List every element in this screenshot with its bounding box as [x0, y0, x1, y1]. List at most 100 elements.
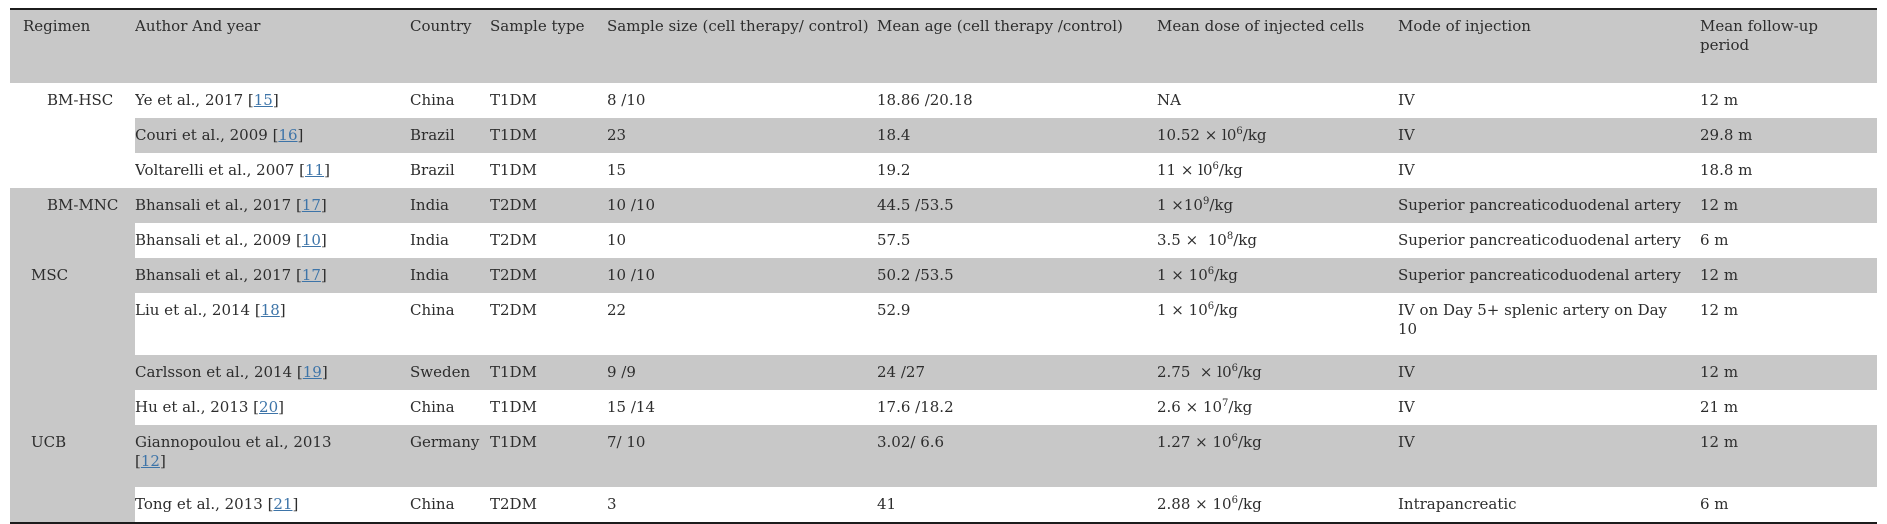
sample-size-value: 10 /10	[607, 266, 655, 284]
mean-age-cell: 19.2	[877, 153, 1157, 188]
dose-value: 3.5 × 108/kg	[1157, 231, 1257, 249]
country-value: Germany	[410, 433, 480, 451]
reference-link[interactable]: 18	[260, 301, 280, 319]
follow-up-value: 21 m	[1700, 398, 1739, 416]
sample-size-value: 3	[607, 495, 617, 513]
mean-age-value: 17.6 /18.2	[877, 398, 954, 416]
sample-size-value: 10 /10	[607, 196, 655, 214]
reference-wrapper: [21]	[262, 495, 299, 513]
mode-cell: IV	[1398, 390, 1700, 425]
country-cell: China	[410, 83, 490, 118]
column-header-country: Country	[410, 9, 490, 83]
reference-link[interactable]: 16	[278, 126, 298, 144]
sample-type-value: T2DM	[490, 266, 537, 284]
dose-cell: 1 ×109/kg	[1157, 188, 1398, 223]
follow-up-value: 6 m	[1700, 231, 1729, 249]
mode-line: IV	[1398, 91, 1415, 109]
table-row: Hu et al., 2013 [20] China T1DM 15 /14 17.6 …	[10, 390, 1877, 425]
country-value: China	[410, 301, 455, 319]
reference-wrapper: [17]	[291, 266, 327, 284]
sample-size-value: 15	[607, 161, 627, 179]
dose-exponent: 9	[1202, 196, 1210, 207]
mean-age-cell: 17.6 /18.2	[877, 390, 1157, 425]
author-cell: Tong et al., 2013 [21]	[135, 487, 410, 523]
dose-exponent: 6	[1236, 126, 1243, 137]
author-text: Tong et al., 2013	[135, 495, 263, 513]
sample-size-cell: 9 /9	[607, 355, 877, 390]
author-cell: Giannopoulou et al., 2013 [12]	[135, 425, 410, 487]
mode-cell: Superior pancreaticoduodenal artery	[1398, 258, 1700, 293]
dose-value: NA	[1157, 91, 1181, 109]
author-text: Ye et al., 2017	[135, 91, 244, 109]
follow-up-value: 29.8 m	[1700, 126, 1753, 144]
mean-age-cell: 18.4	[877, 118, 1157, 153]
dose-exponent: 6	[1231, 433, 1238, 444]
follow-up-value: 12 m	[1700, 433, 1739, 451]
dose-value: 2.75 × l06/kg	[1157, 363, 1262, 381]
country-value: Brazil	[410, 161, 455, 179]
mean-age-value: 57.5	[877, 231, 911, 249]
reference-link[interactable]: 12	[140, 452, 160, 470]
author-text: Giannopoulou et al., 2013	[135, 433, 332, 451]
sample-type-cell: T2DM	[490, 188, 607, 223]
author-text: Bhansali et al., 2017	[135, 266, 292, 284]
sample-size-cell: 10 /10	[607, 188, 877, 223]
mode-cell: IV	[1398, 118, 1700, 153]
sample-size-value: 8 /10	[607, 91, 646, 109]
reference-link[interactable]: 17	[301, 196, 321, 214]
sample-type-cell: T2DM	[490, 487, 607, 523]
reference-link[interactable]: 17	[301, 266, 321, 284]
follow-up-cell: 12 m	[1700, 355, 1877, 390]
mean-age-cell: 18.86 /20.18	[877, 83, 1157, 118]
sample-type-value: T1DM	[490, 398, 537, 416]
mode-line: Intrapancreatic	[1398, 495, 1517, 513]
author-cell: Couri et al., 2009 [16]	[135, 118, 410, 153]
author-text: Voltarelli et al., 2007	[135, 161, 295, 179]
dose-cell: 11 × l06/kg	[1157, 153, 1398, 188]
study-table-wrapper: Regimen Author And year Country Sample t…	[10, 8, 1877, 524]
country-cell: Germany	[410, 425, 490, 487]
column-header-mean-dose: Mean dose of injected cells	[1157, 9, 1398, 83]
follow-up-cell: 29.8 m	[1700, 118, 1877, 153]
column-header-author: Author And year	[135, 9, 410, 83]
country-cell: India	[410, 258, 490, 293]
mode-line: IV	[1398, 363, 1415, 381]
sample-size-cell: 8 /10	[607, 83, 877, 118]
country-value: China	[410, 495, 455, 513]
dose-value: 2.6 × 107/kg	[1157, 398, 1253, 416]
sample-type-cell: T2DM	[490, 258, 607, 293]
reference-link[interactable]: 21	[273, 495, 293, 513]
mode-line: IV	[1398, 126, 1415, 144]
mean-age-value: 19.2	[877, 161, 911, 179]
sample-type-cell: T2DM	[490, 293, 607, 355]
sample-size-value: 22	[607, 301, 627, 319]
reference-link[interactable]: 15	[253, 91, 273, 109]
column-header-mode-injection: Mode of injection	[1398, 9, 1700, 83]
dose-exponent: 6	[1207, 301, 1215, 312]
sample-size-cell: 15	[607, 153, 877, 188]
follow-up-cell: 12 m	[1700, 83, 1877, 118]
reference-link[interactable]: 19	[302, 363, 322, 381]
country-cell: India	[410, 188, 490, 223]
reference-wrapper: [18]	[250, 301, 286, 319]
country-value: India	[410, 266, 449, 284]
mode-cell: IV	[1398, 355, 1700, 390]
mode-line: Superior pancreaticoduodenal artery	[1398, 266, 1681, 284]
country-value: Brazil	[410, 126, 455, 144]
reference-wrapper: [17]	[291, 196, 327, 214]
regimen-cell: MSC	[10, 258, 135, 425]
dose-exponent: 7	[1222, 398, 1229, 409]
sample-size-value: 10	[607, 231, 627, 249]
sample-type-value: T2DM	[490, 196, 537, 214]
mode-line: IV on Day 5+ splenic artery on Day	[1398, 301, 1668, 319]
reference-link[interactable]: 11	[304, 161, 325, 179]
table-header: Regimen Author And year Country Sample t…	[10, 9, 1877, 83]
follow-up-cell: 12 m	[1700, 425, 1877, 487]
reference-wrapper: [12]	[135, 452, 166, 470]
reference-link[interactable]: 20	[259, 398, 279, 416]
reference-link[interactable]: 10	[301, 231, 321, 249]
reference-wrapper: [19]	[292, 363, 328, 381]
column-header-follow-up: Mean follow-up period	[1700, 9, 1877, 83]
reference-wrapper: [16]	[267, 126, 304, 144]
follow-up-value: 12 m	[1700, 266, 1739, 284]
